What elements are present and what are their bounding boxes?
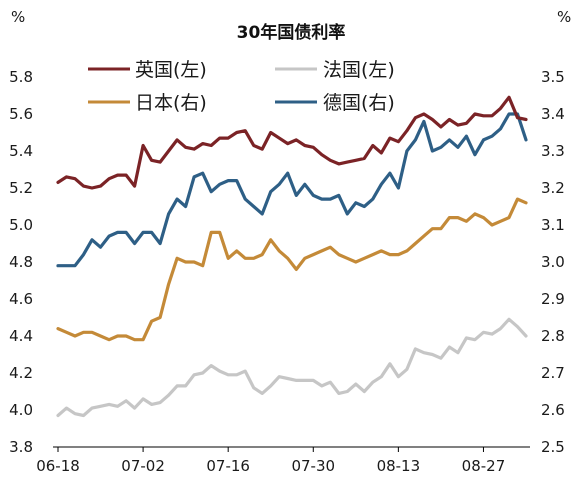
left-axis-unit: % <box>11 8 25 26</box>
legend-label-uk: 英国(左) <box>135 59 207 81</box>
right-y-tick-label: 3.1 <box>541 216 565 234</box>
x-tick-label: 06-18 <box>36 457 80 475</box>
left-y-tick-label: 4.6 <box>9 290 33 308</box>
right-y-tick-label: 2.5 <box>541 438 565 456</box>
right-y-tick-label: 2.6 <box>541 401 565 419</box>
left-y-tick-label: 3.8 <box>9 438 33 456</box>
plot-area <box>56 95 528 418</box>
left-y-tick-label: 4.0 <box>9 401 33 419</box>
right-y-tick-label: 2.9 <box>541 290 565 308</box>
left-y-tick-label: 4.2 <box>9 364 33 382</box>
left-y-tick-label: 4.4 <box>9 327 33 345</box>
legend-item-uk: 英国(左) <box>88 59 207 81</box>
right-y-tick-label: 2.7 <box>541 364 565 382</box>
x-axis: 06-18 07-02 07-16 07-30 08-13 08-27 <box>36 447 505 475</box>
right-y-tick-label: 3.4 <box>541 105 565 123</box>
x-tick-label: 07-16 <box>206 457 250 475</box>
left-y-tick-label: 5.0 <box>9 216 33 234</box>
legend-label-japan: 日本(右) <box>135 92 207 114</box>
left-y-tick-label: 5.4 <box>9 142 33 160</box>
legend-label-france: 法国(左) <box>323 59 395 81</box>
chart-title: 30年国债利率 <box>237 22 346 43</box>
legend-item-japan: 日本(右) <box>88 92 207 114</box>
left-y-tick-label: 5.2 <box>9 179 33 197</box>
x-tick-label: 08-27 <box>462 457 506 475</box>
right-y-tick-label: 2.8 <box>541 327 565 345</box>
right-y-tick-label: 3.2 <box>541 179 565 197</box>
right-y-tick-label: 3.3 <box>541 142 565 160</box>
series-line-0 <box>56 95 528 190</box>
legend-label-germany: 德国(右) <box>323 92 395 114</box>
x-tick-label: 08-13 <box>377 457 421 475</box>
right-y-tick-label: 3.5 <box>541 68 565 86</box>
right-y-tick-label: 3.0 <box>541 253 565 271</box>
right-y-axis: 2.5 2.6 2.7 2.8 2.9 3.0 3.1 3.2 3.3 3.4 3.5 <box>541 68 565 456</box>
series-line-2 <box>56 197 528 342</box>
left-y-tick-label: 5.6 <box>9 105 33 123</box>
x-tick-label: 07-02 <box>121 457 165 475</box>
x-tick-label: 07-30 <box>291 457 335 475</box>
series-line-3 <box>56 112 528 268</box>
left-y-axis: 3.8 4.0 4.2 4.4 4.6 4.8 5.0 5.2 5.4 5.6 5.8 <box>9 68 33 456</box>
left-y-tick-label: 5.8 <box>9 68 33 86</box>
legend: 英国(左) 法国(左) 日本(右) 德国(右) <box>88 59 395 114</box>
series-line-1 <box>56 317 528 418</box>
right-axis-unit: % <box>557 8 571 26</box>
legend-item-germany: 德国(右) <box>275 92 395 114</box>
legend-item-france: 法国(左) <box>275 59 395 81</box>
left-y-tick-label: 4.8 <box>9 253 33 271</box>
